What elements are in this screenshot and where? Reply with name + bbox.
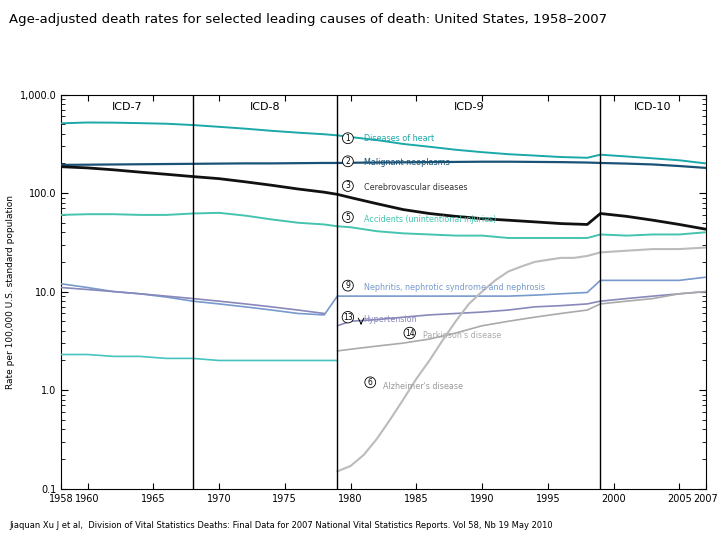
Text: Jiaquan Xu J et al,  Division of Vital Statistics Deaths: Final Data for 2007 Na: Jiaquan Xu J et al, Division of Vital St…	[9, 521, 553, 530]
Text: ICD-10: ICD-10	[634, 102, 672, 112]
Text: ICD-8: ICD-8	[250, 102, 280, 112]
Text: Alzheimer's disease: Alzheimer's disease	[384, 382, 464, 390]
Text: 14: 14	[405, 328, 415, 338]
Text: ICD-7: ICD-7	[112, 102, 143, 112]
Text: Parkinson's disease: Parkinson's disease	[423, 331, 501, 340]
Text: Hypertension: Hypertension	[364, 315, 418, 324]
Text: 1: 1	[346, 134, 350, 143]
Text: Malignant neoplasms: Malignant neoplasms	[364, 158, 449, 167]
Text: 5: 5	[346, 213, 351, 221]
Text: 9: 9	[346, 281, 351, 290]
Text: Accidents (unintentional injuries): Accidents (unintentional injuries)	[364, 215, 496, 224]
Text: 2: 2	[346, 157, 350, 166]
Text: Nephritis, nephrotic syndrome and nephrosis: Nephritis, nephrotic syndrome and nephro…	[364, 283, 544, 292]
Text: ICD-9: ICD-9	[454, 102, 484, 112]
Text: Cerebrovascular diseases: Cerebrovascular diseases	[364, 183, 467, 192]
Text: Age-adjusted death rates for selected leading causes of death: United States, 19: Age-adjusted death rates for selected le…	[9, 14, 608, 26]
Text: 6: 6	[368, 378, 373, 387]
Text: Diseases of heart: Diseases of heart	[364, 134, 433, 143]
Text: 13: 13	[343, 313, 353, 322]
Y-axis label: Rate per 100,000 U.S. standard population: Rate per 100,000 U.S. standard populatio…	[6, 194, 15, 389]
Text: 3: 3	[346, 181, 351, 191]
